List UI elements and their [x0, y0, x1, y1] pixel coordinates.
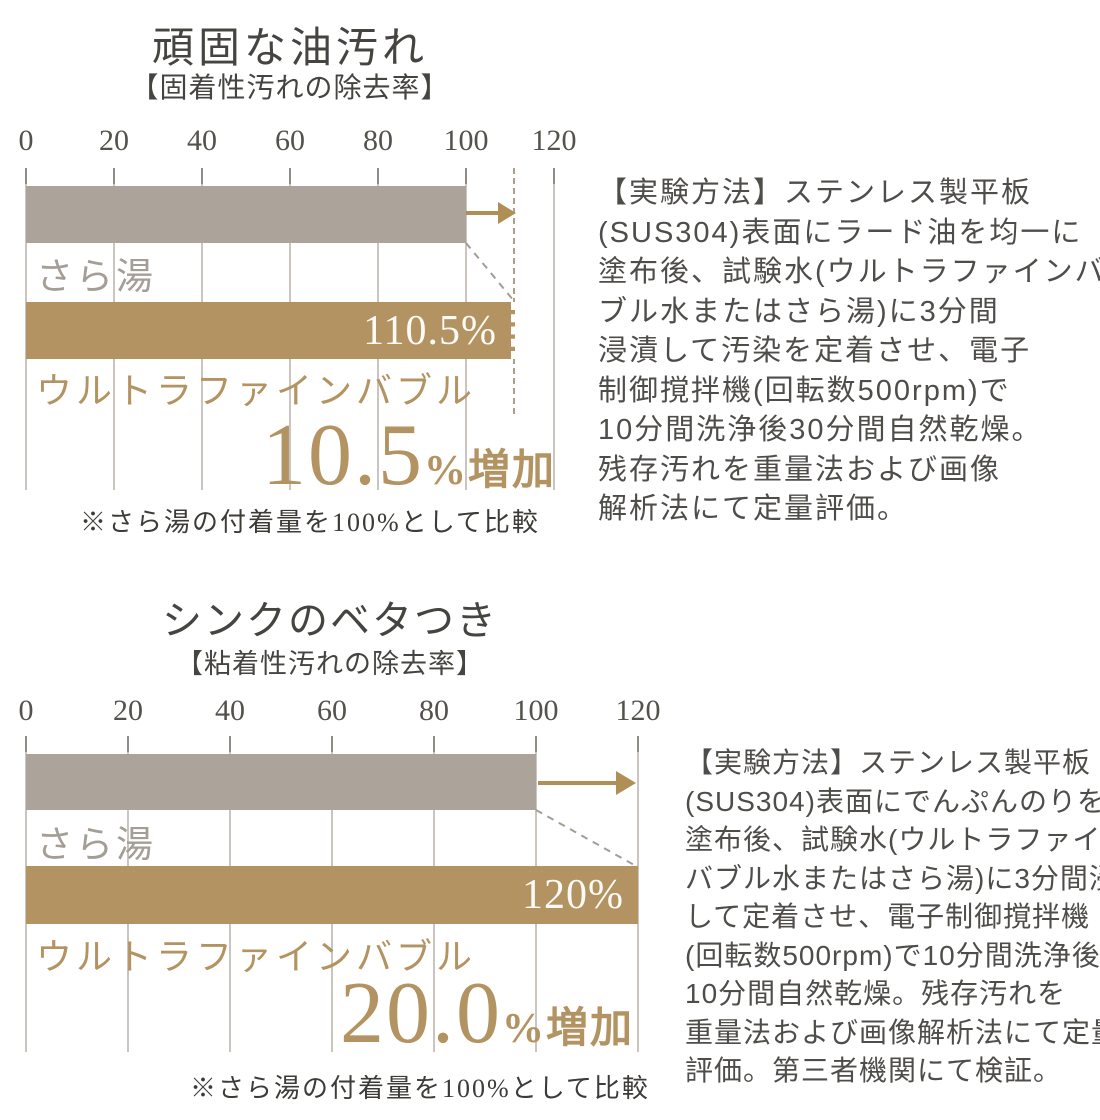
- method-line: 評価。第三者機関にて検証。: [685, 1055, 1063, 1086]
- dashed-diagonal-guide: [535, 809, 637, 867]
- method-line: 塗布後、試験水(ウルトラファイン: [685, 824, 1100, 855]
- method-line: 【実験方法】ステンレス製平板: [685, 747, 1092, 778]
- series-label-ultrafine-bubble: ウルトラファインバブル: [36, 371, 477, 411]
- footnote-chart2: ※さら湯の付着量を100%として比較: [190, 1074, 650, 1103]
- bar-sarayu-chart1: [26, 186, 466, 243]
- chart1-axis-tick-120: 120: [531, 124, 577, 157]
- axis-tick-mark: [113, 168, 115, 184]
- axis-tick-mark: [465, 168, 467, 184]
- chart1-axis-tick-60: 60: [275, 124, 305, 157]
- chart1-axis-tick-80: 80: [363, 124, 393, 157]
- footnote-chart1: ※さら湯の付着量を100%として比較: [80, 508, 540, 537]
- method-line: (SUS304)表面にラード油を均一に: [598, 216, 1083, 249]
- bar-ultrafine-bubble-chart2: 120%: [26, 866, 638, 924]
- axis-tick-mark: [535, 736, 537, 752]
- method-line: 制御撹拌機(回転数500rpm)で: [598, 374, 1011, 407]
- increase-callout-chart2: 20.0 %増加: [0, 970, 634, 1058]
- series-label-sarayu: さら湯: [36, 825, 156, 866]
- method-line: 10分間自然乾燥。残存汚れを: [685, 978, 1067, 1009]
- increase-callout-chart1: 10.5 %増加: [0, 412, 556, 500]
- chart1-subtitle: 【固着性汚れの除去率】: [130, 73, 450, 104]
- chart2-title: シンクのベタつき: [162, 598, 498, 643]
- increase-arrow-icon: [538, 771, 636, 795]
- dashed-diagonal-guide: [465, 242, 515, 302]
- method-text-chart2: 【実験方法】ステンレス製平板 (SUS304)表面にでんぷんのりを 塗布後、試験…: [685, 744, 1100, 1091]
- gridline: [553, 168, 555, 490]
- chart1-axis-tick-40: 40: [187, 124, 217, 157]
- method-line: 残存汚れを重量法および画像: [598, 453, 1002, 486]
- chart2-axis-tick-80: 80: [419, 694, 449, 727]
- increase-arrow-icon: [466, 202, 516, 224]
- method-line: 解析法にて定量評価。: [598, 493, 909, 525]
- axis-tick-mark: [377, 168, 379, 184]
- axis-tick-mark: [637, 736, 639, 752]
- chart1-title: 頑固な油汚れ: [151, 26, 428, 72]
- chart2-axis-tick-20: 20: [113, 694, 143, 727]
- method-line: (SUS304)表面にでんぷんのりを: [685, 785, 1100, 817]
- axis-tick-mark: [433, 736, 435, 752]
- axis-tick-mark: [25, 168, 27, 184]
- increase-suffix: %増加: [501, 1006, 634, 1052]
- method-line: 浸漬して汚染を定着させ、電子: [598, 335, 1032, 367]
- axis-tick-mark: [201, 168, 203, 184]
- dashed-reference-line: [513, 168, 515, 414]
- bar-value-label: 110.5%: [363, 307, 497, 354]
- chart2-subtitle: 【粘着性汚れの除去率】: [176, 649, 484, 679]
- method-line: して定着させ、電子制御撹拌機: [685, 901, 1091, 932]
- method-line: 【実験方法】ステンレス製平板: [598, 177, 1033, 209]
- method-line: 10分間洗浄後30分間自然乾燥。: [598, 414, 1043, 446]
- chart1-axis-tick-0: 0: [18, 124, 34, 157]
- increase-number: 10.5: [261, 407, 424, 504]
- chart2-axis-tick-0: 0: [18, 694, 34, 727]
- series-label-ultrafine-bubble: ウルトラファインバブル: [36, 937, 477, 977]
- bar-ultrafine-bubble-chart1: 110.5%: [26, 302, 515, 359]
- bar-sarayu-chart2: [26, 754, 536, 810]
- increase-suffix: %増加: [423, 448, 556, 494]
- chart1-axis-tick-20: 20: [99, 124, 129, 157]
- bar-value-label: 120%: [522, 872, 624, 918]
- increase-number: 20.0: [339, 965, 502, 1062]
- gridline: [637, 736, 639, 1052]
- chart2-axis-tick-60: 60: [317, 694, 347, 727]
- method-line: ブル水またはさら湯)に3分間: [598, 295, 1000, 328]
- axis-tick-mark: [25, 736, 27, 752]
- axis-tick-mark: [289, 168, 291, 184]
- axis-tick-mark: [553, 168, 555, 184]
- method-line: 重量法および画像解析法にて定量: [685, 1016, 1100, 1048]
- axis-tick-mark: [229, 736, 231, 752]
- method-line: (回転数500rpm)で10分間洗浄後、: [685, 939, 1100, 971]
- axis-tick-mark: [331, 736, 333, 752]
- method-text-chart1: 【実験方法】ステンレス製平板 (SUS304)表面にラード油を均一に 塗布後、試…: [598, 174, 1100, 530]
- chart1-axis-tick-100: 100: [443, 124, 489, 157]
- chart2-axis-tick-40: 40: [215, 694, 245, 727]
- chart2-axis-tick-100: 100: [513, 694, 559, 727]
- series-label-sarayu: さら湯: [36, 257, 156, 298]
- axis-tick-mark: [127, 736, 129, 752]
- method-line: 塗布後、試験水(ウルトラファインバ: [598, 256, 1100, 288]
- chart2-axis-tick-120: 120: [615, 694, 661, 727]
